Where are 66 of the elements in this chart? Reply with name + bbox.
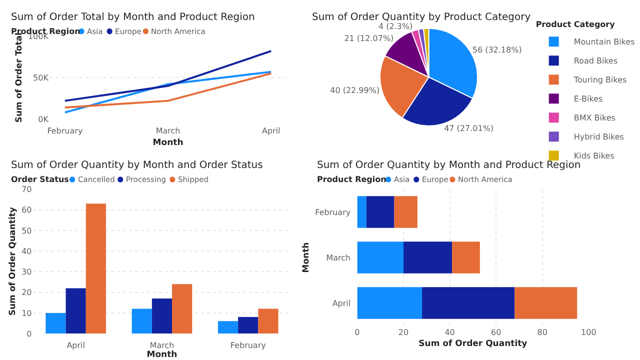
x-tick-label: 40 xyxy=(444,328,455,337)
y-tick-label: February xyxy=(315,208,351,217)
legend-label: Road Bikes xyxy=(574,56,618,66)
y-tick-label: 60 xyxy=(22,206,32,215)
x-tick-label: April xyxy=(66,341,85,350)
x-tick-label: 20 xyxy=(398,328,409,337)
bar xyxy=(404,242,452,274)
bar xyxy=(357,287,422,319)
y-tick-label: 10 xyxy=(22,308,32,318)
legend-label: Touring Bikes xyxy=(572,76,627,85)
x-tick-label: February xyxy=(47,126,83,136)
y-axis-title: Sum of Order Quantity xyxy=(8,206,18,316)
bar xyxy=(357,196,366,228)
legend-title: Product Region xyxy=(317,175,387,184)
x-tick-label: 60 xyxy=(491,328,502,337)
bar xyxy=(172,284,192,334)
y-tick-label: March xyxy=(326,253,351,262)
legend-label: BMX Bikes xyxy=(574,114,616,123)
bar xyxy=(452,242,480,274)
legend-label: E-Bikes xyxy=(574,94,603,104)
x-axis-title: Sum of Order Quantity xyxy=(418,339,528,350)
bar xyxy=(218,321,238,334)
chart-title: Sum of Order Quantity by Product Category xyxy=(312,12,531,23)
data-label: 21 (12.07%) xyxy=(344,34,394,44)
legend-title: Order Status xyxy=(11,175,70,184)
chart-title: Sum of Order Quantity by Month and Order Status xyxy=(11,160,263,171)
x-axis-title: Month xyxy=(146,350,178,360)
bar xyxy=(46,312,66,334)
bar xyxy=(394,196,418,228)
x-tick-label: February xyxy=(230,341,266,350)
data-label: 4 (2.3%) xyxy=(378,22,413,31)
bar xyxy=(152,298,172,334)
legend-label: Hybrid Bikes xyxy=(574,132,624,142)
data-label: 56 (32.18%) xyxy=(472,45,522,54)
x-tick-label: March xyxy=(156,126,180,136)
bar xyxy=(238,317,258,334)
y-tick-label: 40 xyxy=(22,246,32,256)
x-tick-label: April xyxy=(262,126,280,136)
y-tick-label: 50K xyxy=(33,73,50,82)
y-axis-title: Month xyxy=(302,242,312,273)
legend-title: Product Category xyxy=(536,20,616,30)
bar xyxy=(366,196,394,228)
bar xyxy=(132,308,152,334)
x-tick-label: 0 xyxy=(354,328,360,337)
bar xyxy=(514,287,578,319)
bar xyxy=(66,288,86,334)
data-label: 40 (22.99%) xyxy=(330,86,380,95)
bar xyxy=(258,308,278,334)
y-tick-label: 30 xyxy=(22,268,32,277)
chart-title: Sum of Order Quantity by Month and Product Region xyxy=(317,160,581,171)
x-axis-title: Month xyxy=(152,138,184,148)
legend-label: Mountain Bikes xyxy=(574,38,635,47)
x-tick-label: March xyxy=(150,341,174,350)
y-tick-label: April xyxy=(332,298,351,308)
y-tick-label: 70 xyxy=(22,185,32,194)
data-label: 47 (27.01%) xyxy=(444,124,494,133)
chart-title: Sum of Order Total by Month and Product Region xyxy=(11,12,255,23)
y-tick-label: 0K xyxy=(38,114,50,124)
bar xyxy=(422,287,515,319)
bar xyxy=(357,242,404,274)
legend-label: Kids Bikes xyxy=(574,152,614,161)
y-tick-label: 20 xyxy=(22,288,32,298)
x-tick-label: 80 xyxy=(537,328,548,337)
y-tick-label: 50 xyxy=(22,226,32,236)
x-tick-label: 100 xyxy=(581,328,596,337)
bar xyxy=(86,204,106,334)
